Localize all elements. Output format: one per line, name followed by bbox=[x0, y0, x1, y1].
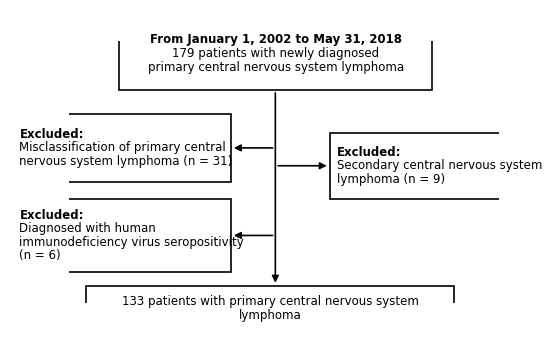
Text: Excluded:: Excluded: bbox=[19, 128, 84, 141]
Text: 179 patients with newly diagnosed: 179 patients with newly diagnosed bbox=[172, 47, 379, 60]
Text: Diagnosed with human: Diagnosed with human bbox=[19, 222, 156, 235]
Text: Secondary central nervous system: Secondary central nervous system bbox=[337, 159, 542, 172]
Text: From January 1, 2002 to May 31, 2018: From January 1, 2002 to May 31, 2018 bbox=[150, 33, 402, 47]
Text: primary central nervous system lymphoma: primary central nervous system lymphoma bbox=[147, 61, 404, 74]
Text: Excluded:: Excluded: bbox=[337, 146, 401, 159]
Text: Misclassification of primary central: Misclassification of primary central bbox=[19, 141, 226, 154]
Text: immunodeficiency virus seropositivity: immunodeficiency virus seropositivity bbox=[19, 236, 244, 249]
FancyBboxPatch shape bbox=[12, 114, 231, 182]
Text: 133 patients with primary central nervous system: 133 patients with primary central nervou… bbox=[122, 295, 418, 308]
FancyBboxPatch shape bbox=[119, 17, 432, 90]
FancyBboxPatch shape bbox=[86, 286, 454, 332]
Text: lymphoma: lymphoma bbox=[239, 309, 301, 322]
FancyBboxPatch shape bbox=[330, 133, 537, 199]
Text: nervous system lymphoma (n = 31): nervous system lymphoma (n = 31) bbox=[19, 155, 233, 168]
Text: Excluded:: Excluded: bbox=[19, 208, 84, 222]
Text: lymphoma (n = 9): lymphoma (n = 9) bbox=[337, 173, 445, 186]
FancyBboxPatch shape bbox=[12, 199, 231, 272]
Text: (n = 6): (n = 6) bbox=[19, 249, 61, 262]
